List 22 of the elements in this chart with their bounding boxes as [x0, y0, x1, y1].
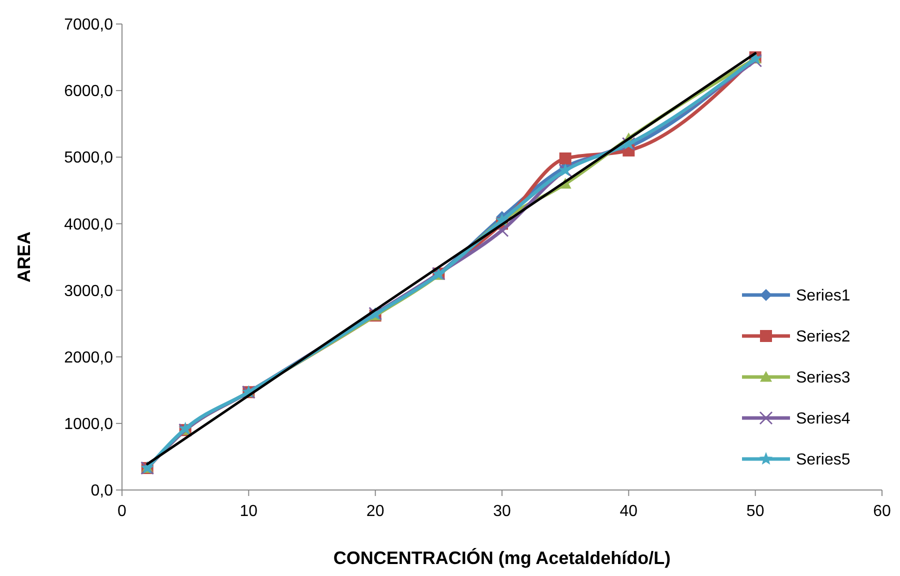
- legend-label: Series5: [796, 452, 850, 469]
- y-tick-label: 0,0: [90, 482, 114, 500]
- x-tick-label: 20: [366, 503, 384, 520]
- y-tick-label: 3000,0: [64, 282, 114, 300]
- y-axis-title: AREA: [14, 231, 34, 283]
- x-tick-label: 10: [240, 503, 258, 520]
- legend-label: Series2: [796, 328, 850, 346]
- legend-label: Series4: [796, 410, 850, 428]
- legend-label: Series1: [796, 288, 850, 305]
- y-tick-label: 1000,0: [64, 416, 114, 434]
- x-tick-label: 40: [620, 503, 638, 520]
- y-tick-label: 6000,0: [64, 83, 114, 100]
- x-tick-label: 50: [746, 503, 764, 520]
- y-tick-label: 5000,0: [64, 150, 114, 167]
- y-tick-label: 2000,0: [64, 349, 114, 366]
- legend-label: Series3: [796, 370, 850, 387]
- x-tick-label: 30: [493, 503, 511, 520]
- x-tick-label: 0: [118, 503, 127, 520]
- y-tick-label: 7000,0: [64, 16, 114, 34]
- x-axis-title: CONCENTRACIÓN (mg Acetaldehído/L): [333, 548, 671, 568]
- x-tick-label: 60: [873, 503, 891, 520]
- y-tick-label: 4000,0: [64, 216, 114, 234]
